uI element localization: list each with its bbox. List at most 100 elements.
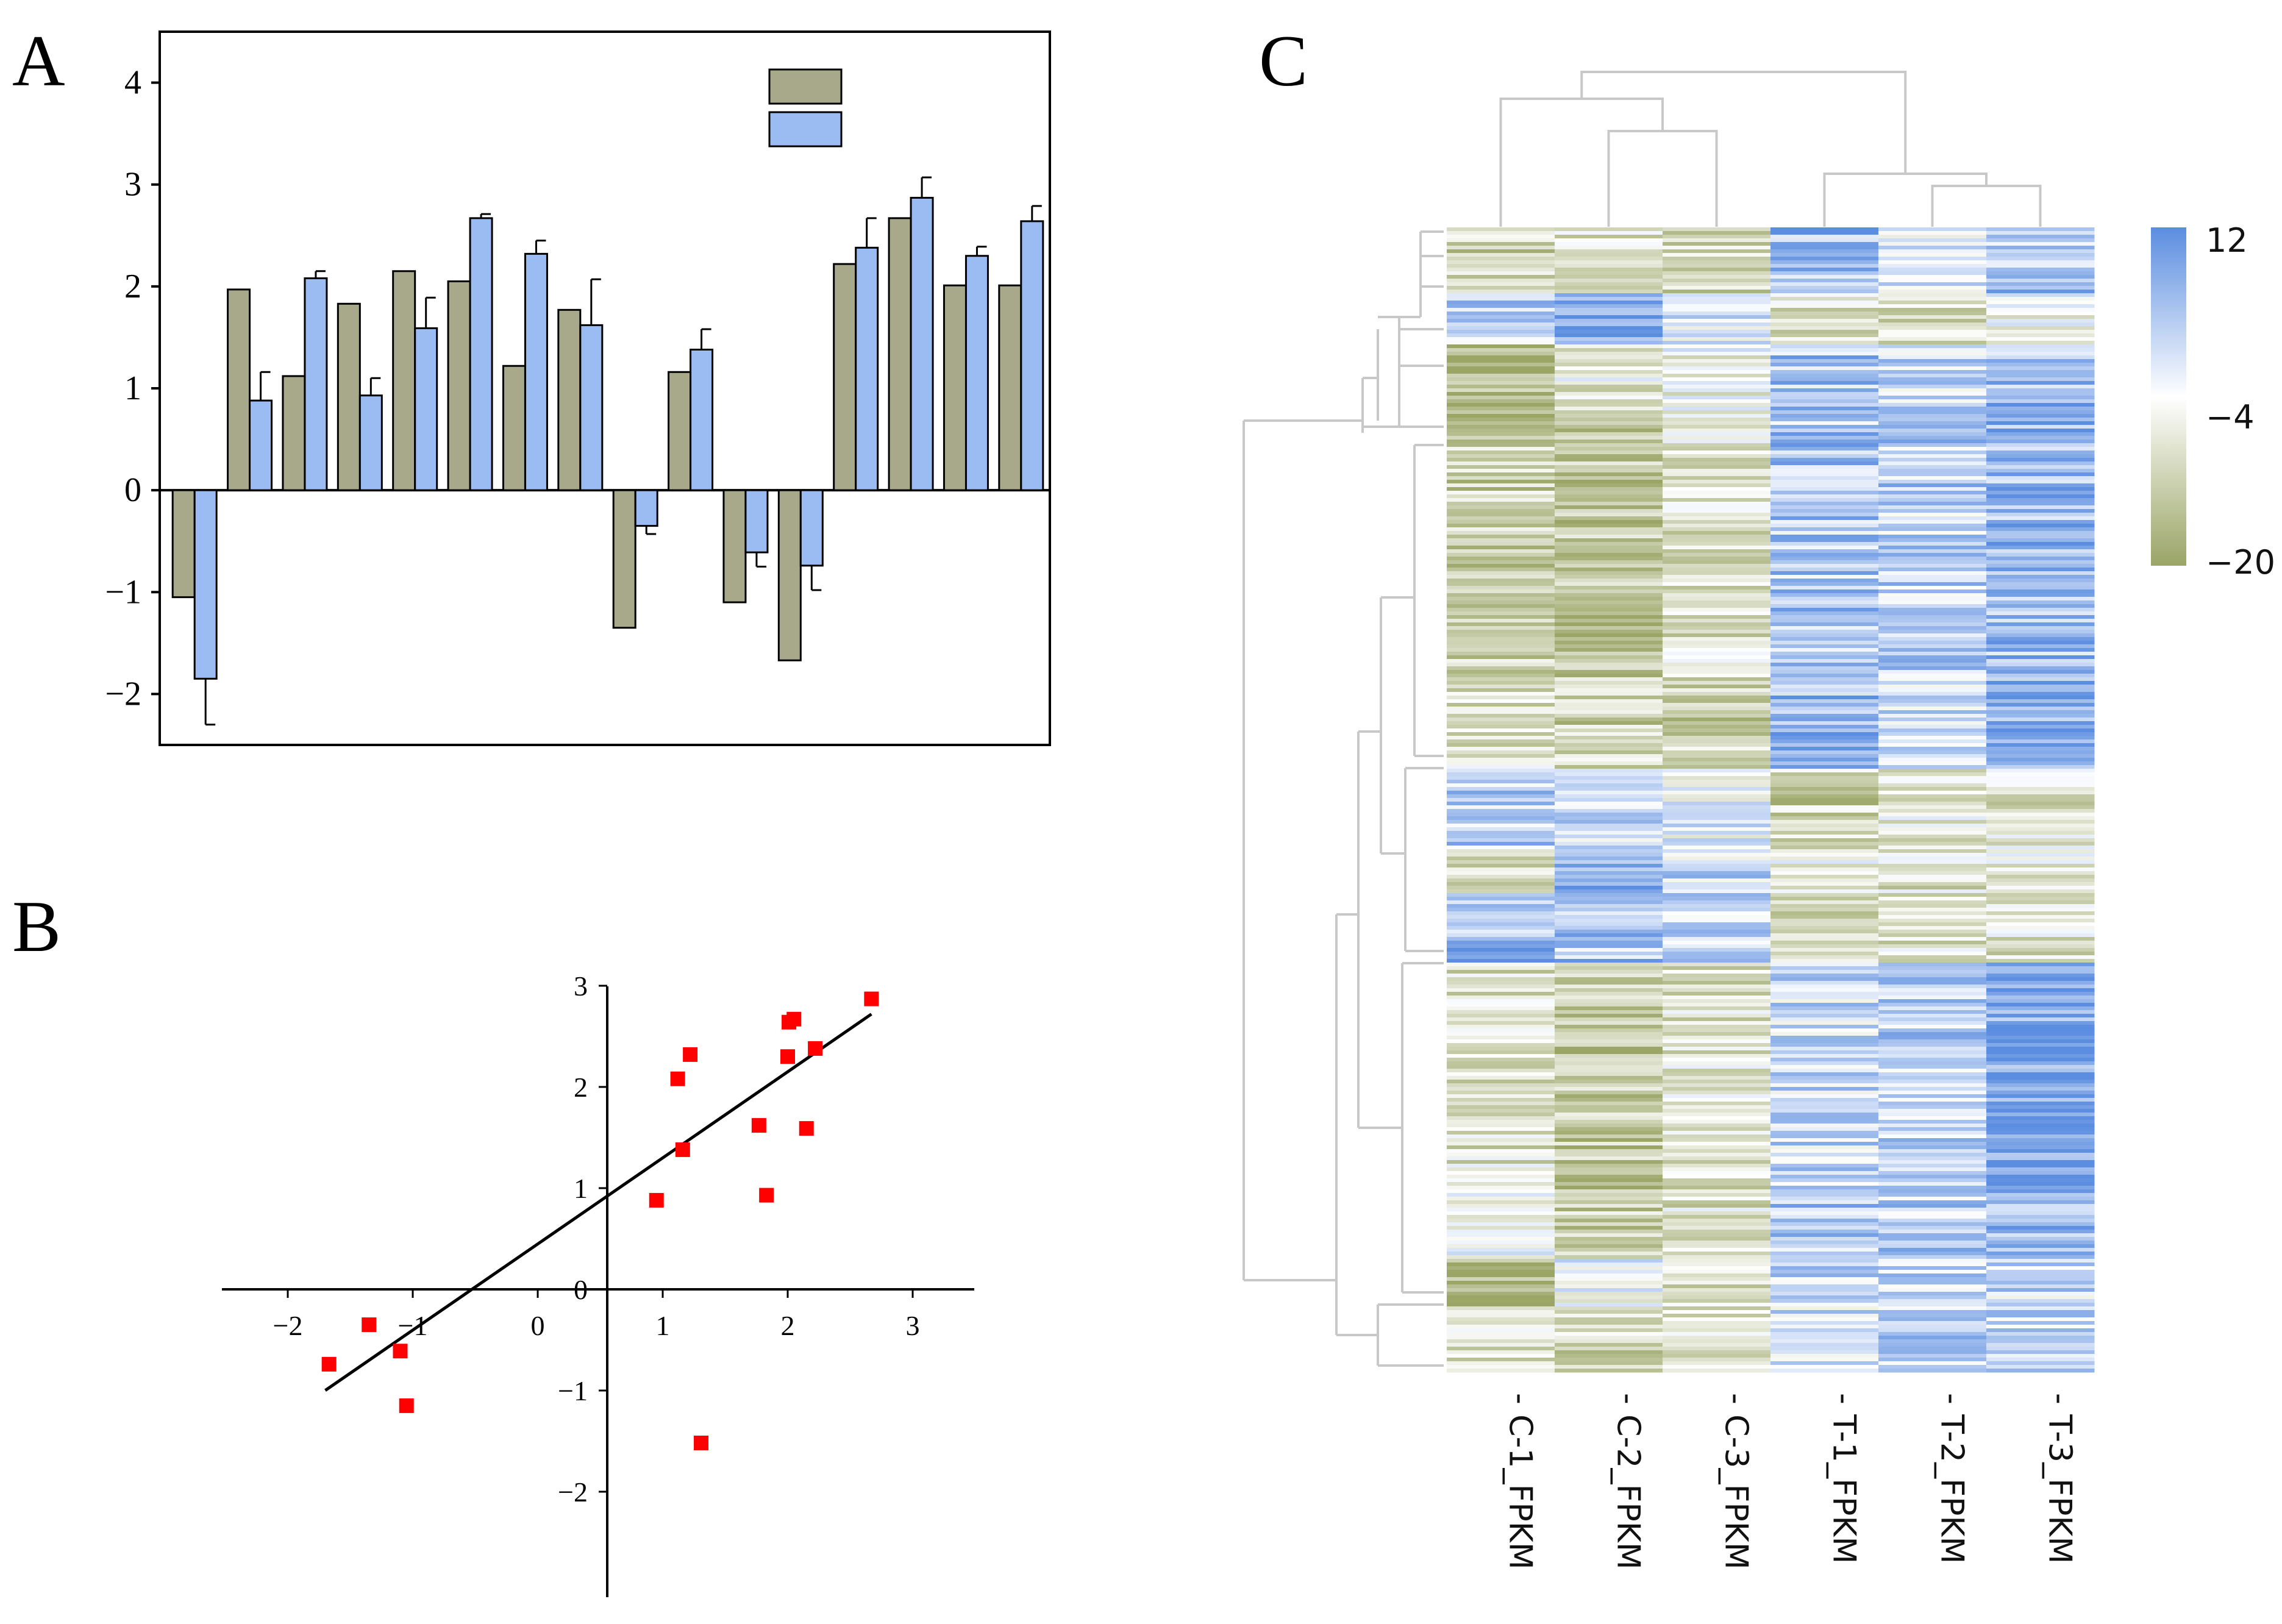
heatmap-cell	[1986, 897, 2095, 901]
scatter-point	[362, 1317, 377, 1333]
heatmap-cell	[1447, 472, 1555, 477]
heatmap-cell	[1447, 498, 1555, 502]
bar-rt-qpcr	[579, 324, 604, 491]
heatmap-cell	[1986, 1109, 2095, 1113]
heatmap-cell	[1986, 1156, 2095, 1161]
heatmap-cell	[1447, 527, 1555, 532]
heatmap-cell	[1447, 1076, 1555, 1080]
heatmap-cell	[1986, 1189, 2095, 1194]
heatmap-cell	[1986, 857, 2095, 861]
heatmap-cell	[1447, 988, 1555, 992]
heatmap-cell	[1663, 333, 1771, 338]
heatmap-cell	[1555, 644, 1663, 649]
heatmap-cell	[1663, 831, 1771, 835]
heatmap-cell	[1447, 1273, 1555, 1278]
heatmap-cell	[1447, 615, 1555, 619]
heatmap-cell	[1663, 268, 1771, 272]
heatmap-cell	[1555, 337, 1663, 341]
heatmap-cell	[1663, 977, 1771, 981]
heatmap-cell	[1878, 900, 1987, 905]
heatmap-cell	[1663, 846, 1771, 850]
heatmap-cell	[1986, 853, 2095, 857]
column-dendrogram	[1931, 185, 2042, 227]
heatmap-cell	[1986, 344, 2095, 349]
heatmap-cell	[1770, 911, 1879, 916]
heatmap-cell	[1986, 900, 2095, 905]
heatmap-cell	[1878, 359, 1987, 363]
heatmap-cell	[1663, 1160, 1771, 1164]
heatmap-cell	[1878, 1347, 1987, 1351]
heatmap-cell	[1447, 974, 1555, 978]
heatmap-cell	[1663, 776, 1771, 780]
heatmap-cell	[1986, 1295, 2095, 1300]
heatmap-cell	[1986, 1241, 2095, 1245]
heatmap-cell	[1770, 985, 1879, 989]
heatmap-cell	[1447, 728, 1555, 733]
heatmap-cell	[1770, 864, 1879, 868]
heatmap-cell	[1878, 867, 1987, 872]
heatmap-cell	[1555, 333, 1663, 338]
heatmap-cell	[1447, 333, 1555, 338]
heatmap-cell	[1986, 308, 2095, 312]
heatmap-cell	[1447, 268, 1555, 272]
heatmap-cell	[1986, 1113, 2095, 1117]
heatmap-cell	[1770, 922, 1879, 927]
heatmap-cell	[1447, 864, 1555, 868]
heatmap-cell	[1986, 1288, 2095, 1292]
heatmap-cell	[1878, 1263, 1987, 1267]
heatmap-cell	[1447, 242, 1555, 246]
heatmap-cell	[1986, 644, 2095, 649]
heatmap-cell	[1447, 860, 1555, 864]
heatmap-cell	[1770, 582, 1879, 586]
heatmap-cell	[1878, 677, 1987, 682]
heatmap-cell	[1663, 308, 1771, 312]
heatmap-cell	[1986, 867, 2095, 872]
heatmap-cell	[1986, 553, 2095, 557]
bar-rna-seq	[722, 489, 747, 604]
heatmap-cell	[1447, 597, 1555, 601]
heatmap-cell	[1447, 677, 1555, 682]
heatmap-cell	[1878, 1255, 1987, 1259]
heatmap-cell	[1555, 1259, 1663, 1263]
heatmap-cell	[1447, 1233, 1555, 1238]
heatmap-cell	[1663, 725, 1771, 729]
heatmap-cell	[1555, 322, 1663, 327]
heatmap-cell	[1770, 418, 1879, 422]
heatmap-cell	[1447, 922, 1555, 927]
scatter-point	[808, 1041, 823, 1056]
heatmap-cell	[1770, 1069, 1879, 1073]
heatmap-cell	[1663, 919, 1771, 923]
heatmap-cell	[1770, 1102, 1879, 1106]
heatmap-cell	[1878, 461, 1987, 466]
heatmap-cell	[1663, 1347, 1771, 1351]
heatmap-cell	[1555, 875, 1663, 879]
heatmap-cell	[1770, 1233, 1879, 1238]
heatmap-cell	[1770, 816, 1879, 821]
heatmap-cell	[1878, 454, 1987, 458]
heatmap-cell	[1878, 377, 1987, 382]
heatmap-cell	[1555, 952, 1663, 956]
heatmap-cell	[1878, 681, 1987, 685]
heatmap-cell	[1770, 557, 1879, 561]
heatmap-cell	[1878, 293, 1987, 297]
heatmap-cell	[1770, 743, 1879, 747]
heatmap-cell	[1878, 666, 1987, 671]
heatmap-cell	[1555, 520, 1663, 524]
heatmap-cell	[1770, 875, 1879, 879]
heatmap-cell	[1447, 286, 1555, 290]
legend-swatch-rt-qpcr	[768, 111, 843, 148]
heatmap-cell	[1986, 728, 2095, 733]
x-tick-label: 3	[906, 1310, 920, 1341]
heatmap-cell	[1555, 824, 1663, 828]
heatmap-cell	[1447, 1047, 1555, 1051]
heatmap-cell	[1878, 542, 1987, 546]
heatmap-cell	[1878, 860, 1987, 864]
heatmap-cell	[1663, 476, 1771, 480]
heatmap-cell	[1986, 483, 2095, 488]
heatmap-cell	[1663, 315, 1771, 319]
heatmap-cell	[1447, 549, 1555, 554]
heatmap-cell	[1770, 1058, 1879, 1062]
heatmap-cell	[1447, 794, 1555, 799]
heatmap-cell	[1663, 341, 1771, 345]
heatmap-cell	[1770, 1354, 1879, 1358]
